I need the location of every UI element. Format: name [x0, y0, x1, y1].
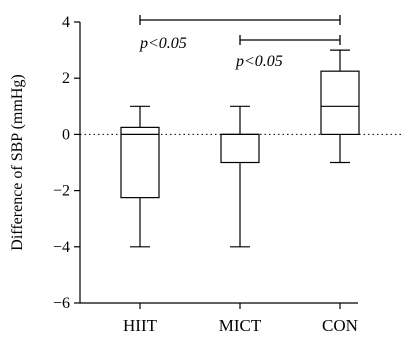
box-mict: [220, 105, 260, 248]
x-tick-label: CON: [322, 316, 358, 335]
y-tick-label: 0: [62, 126, 70, 143]
significance-label: p<0.05: [139, 35, 187, 52]
box-iqr: [120, 126, 160, 199]
box-con: [320, 49, 360, 164]
y-axis-title: Difference of SBP (mmHg): [9, 74, 26, 250]
box-iqr: [320, 70, 360, 136]
box-iqr: [220, 133, 260, 164]
boxes-group: [120, 49, 360, 248]
box-hiit: [120, 105, 160, 248]
y-tick-label: −6: [53, 295, 70, 312]
x-tick-label: HIIT: [123, 316, 158, 335]
axes: 4 2 0 −2 −4 −6 HIIT MICT CON: [53, 14, 358, 335]
y-tick-label: −4: [53, 239, 70, 256]
significance-bracket: p<0.05: [139, 15, 341, 52]
x-tick-label: MICT: [219, 316, 262, 335]
y-tick-label: −2: [53, 183, 70, 200]
significance-label: p<0.05: [235, 53, 283, 70]
significance-bracket: p<0.05: [235, 35, 341, 70]
y-tick-label: 2: [62, 70, 70, 87]
significance-group: p<0.05 p<0.05: [139, 15, 341, 70]
y-tick-label: 4: [62, 14, 70, 31]
